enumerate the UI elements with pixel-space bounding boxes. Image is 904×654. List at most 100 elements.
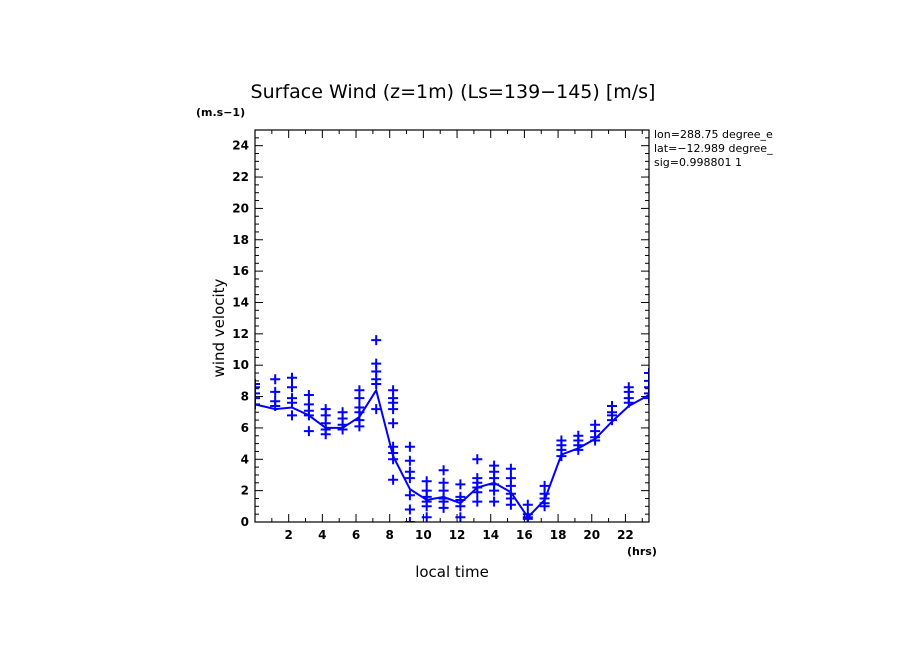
wind-sample-marker — [404, 504, 415, 515]
wind-sample-marker — [438, 502, 449, 513]
wind-sample-marker — [556, 451, 567, 462]
wind-sample-marker — [388, 418, 399, 429]
wind-sample-marker — [472, 487, 483, 498]
x-tick-label: 2 — [284, 528, 292, 542]
y-tick-label: 2 — [241, 484, 249, 498]
wind-sample-marker — [388, 454, 399, 465]
wind-sample-marker — [472, 454, 483, 465]
wind-sample-marker — [255, 393, 260, 404]
x-tick-label: 18 — [550, 528, 567, 542]
axis-ticks — [255, 130, 649, 523]
wind-sample-marker — [573, 444, 584, 455]
wind-sample-marker — [255, 379, 260, 389]
wind-sample-marker — [287, 410, 297, 421]
wind-sample-marker — [354, 393, 365, 404]
wind-sample-marker — [371, 379, 382, 389]
x-tick-label: 22 — [617, 528, 634, 542]
wind-sample-marker — [388, 474, 399, 485]
wind-sample-marker — [270, 374, 281, 385]
y-tick-label: 24 — [232, 139, 249, 153]
wind-sample-marker — [303, 390, 314, 400]
wind-sample-marker — [539, 501, 550, 512]
info-sig: sig=0.998801 1 — [654, 156, 742, 169]
y-tick-label: 6 — [241, 421, 249, 435]
y-axis-label: wind velocity — [210, 278, 228, 377]
wind-sample-marker — [421, 501, 432, 512]
wind-sample-marker — [255, 399, 260, 410]
y-tick-label: 18 — [232, 233, 249, 247]
x-tick-label: 4 — [318, 528, 326, 542]
wind-sample-marker — [455, 501, 466, 512]
x-tick-label: 10 — [415, 528, 432, 542]
wind-sample-marker — [505, 499, 516, 510]
plot-frame — [254, 129, 650, 523]
scatter-group — [255, 335, 649, 522]
mean-wind-line — [254, 387, 650, 519]
wind-sample-marker — [590, 435, 601, 446]
x-tick-label: 20 — [583, 528, 600, 542]
wind-sample-marker — [303, 426, 314, 437]
y-tick-label: 14 — [232, 295, 249, 309]
wind-sample-marker — [287, 397, 297, 408]
wind-sample-marker — [270, 401, 281, 411]
info-lat: lat=−12.989 degree_ — [654, 142, 773, 155]
wind-sample-marker — [489, 496, 500, 507]
wind-sample-marker — [421, 512, 432, 522]
x-tick-label: 16 — [516, 528, 533, 542]
wind-sample-marker — [404, 441, 415, 452]
y-unit-label: (m.s−1) — [196, 106, 245, 119]
chart-series — [254, 335, 650, 522]
wind-sample-marker — [354, 421, 365, 432]
wind-sample-marker — [255, 388, 260, 399]
wind-sample-marker — [404, 455, 415, 466]
wind-sample-marker — [644, 382, 649, 393]
wind-sample-marker — [455, 512, 466, 522]
x-tick-label: 8 — [386, 528, 394, 542]
wind-sample-marker — [320, 429, 331, 440]
wind-sample-marker — [404, 473, 415, 484]
y-tick-label: 4 — [241, 452, 249, 466]
x-tick-label: 6 — [352, 528, 360, 542]
wind-sample-marker — [255, 382, 260, 393]
wind-sample-marker — [522, 499, 533, 510]
wind-sample-marker — [388, 404, 399, 415]
wind-sample-marker — [607, 415, 617, 426]
x-axis-label: local time — [415, 563, 489, 581]
wind-sample-marker — [303, 410, 314, 421]
wind-sample-marker — [421, 476, 432, 487]
x-tick-label: 14 — [482, 528, 499, 542]
y-tick-label: 8 — [241, 390, 249, 404]
x-unit-label: (hrs) — [627, 545, 657, 558]
wind-sample-marker — [489, 485, 500, 496]
y-tick-label: 16 — [232, 264, 249, 278]
wind-sample-marker — [455, 479, 466, 490]
wind-sample-marker — [404, 490, 415, 501]
wind-sample-marker — [287, 372, 297, 383]
wind-sample-marker — [472, 496, 483, 507]
info-annotations: lon=288.75 degree_e lat=−12.989 degree_ … — [654, 128, 773, 169]
wind-sample-marker — [644, 368, 649, 378]
wind-sample-marker — [404, 517, 415, 522]
wind-sample-marker — [522, 513, 533, 522]
wind-sample-marker — [337, 424, 348, 435]
y-tick-label: 12 — [232, 327, 249, 341]
wind-sample-marker — [371, 404, 382, 415]
wind-sample-marker — [644, 393, 649, 404]
x-tick-label: 12 — [449, 528, 466, 542]
wind-sample-marker — [623, 397, 634, 408]
wind-sample-marker — [505, 463, 516, 474]
wind-sample-marker — [644, 375, 649, 386]
chart-title: Surface Wind (z=1m) (Ls=139−145) [m/s] — [251, 81, 656, 103]
y-tick-label: 22 — [232, 170, 249, 184]
wind-sample-marker — [270, 386, 281, 397]
info-lon: lon=288.75 degree_e — [654, 128, 773, 141]
wind-sample-marker — [644, 388, 649, 399]
wind-sample-marker — [287, 382, 297, 393]
y-tick-label: 10 — [232, 358, 249, 372]
wind-sample-marker — [371, 335, 382, 346]
y-tick-label: 0 — [241, 515, 249, 529]
wind-sample-marker — [438, 465, 449, 476]
y-tick-label: 20 — [232, 201, 249, 215]
